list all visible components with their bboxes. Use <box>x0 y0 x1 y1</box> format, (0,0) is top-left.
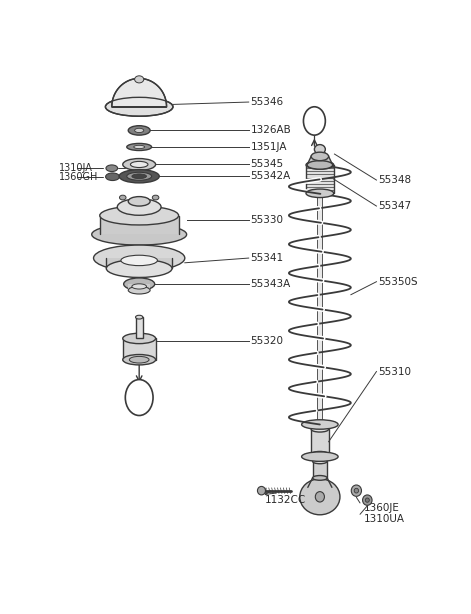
Ellipse shape <box>301 452 338 461</box>
Text: 55346: 55346 <box>251 97 284 107</box>
Polygon shape <box>311 429 329 454</box>
Ellipse shape <box>134 146 145 149</box>
Text: 1310JA: 1310JA <box>59 163 93 173</box>
Polygon shape <box>308 478 332 488</box>
Ellipse shape <box>106 173 120 181</box>
Ellipse shape <box>106 260 172 278</box>
Text: A: A <box>135 391 144 404</box>
Circle shape <box>303 107 325 135</box>
Ellipse shape <box>132 284 146 289</box>
Ellipse shape <box>132 174 146 179</box>
Polygon shape <box>306 165 334 193</box>
Text: 1351JA: 1351JA <box>251 142 287 152</box>
Polygon shape <box>317 165 323 429</box>
Ellipse shape <box>152 195 159 200</box>
Ellipse shape <box>100 206 179 225</box>
Ellipse shape <box>130 161 148 168</box>
Ellipse shape <box>127 173 152 181</box>
Polygon shape <box>123 338 155 360</box>
Ellipse shape <box>315 144 325 154</box>
Ellipse shape <box>301 420 338 429</box>
Ellipse shape <box>121 255 157 266</box>
Ellipse shape <box>106 97 173 116</box>
Text: 1360JE: 1360JE <box>364 503 399 513</box>
Text: 1326AB: 1326AB <box>251 125 291 136</box>
Ellipse shape <box>351 485 361 496</box>
Text: 55350S: 55350S <box>378 277 418 287</box>
Ellipse shape <box>119 169 159 183</box>
Text: 55345: 55345 <box>251 160 284 169</box>
Text: A: A <box>310 114 319 128</box>
Ellipse shape <box>307 161 333 169</box>
Polygon shape <box>307 157 333 165</box>
Ellipse shape <box>258 486 266 495</box>
Polygon shape <box>100 216 179 235</box>
Text: 1132CC: 1132CC <box>265 495 306 505</box>
Ellipse shape <box>313 459 327 464</box>
Text: 55343A: 55343A <box>251 279 291 289</box>
Ellipse shape <box>135 76 144 83</box>
Ellipse shape <box>94 245 185 271</box>
Polygon shape <box>313 461 327 478</box>
Text: 55320: 55320 <box>251 336 284 346</box>
Ellipse shape <box>128 126 150 135</box>
Text: 1360GH: 1360GH <box>59 172 98 182</box>
Ellipse shape <box>127 144 152 150</box>
Text: 55310: 55310 <box>378 367 411 376</box>
Ellipse shape <box>117 199 161 216</box>
Polygon shape <box>128 284 150 290</box>
Ellipse shape <box>128 286 150 294</box>
Ellipse shape <box>136 315 143 319</box>
Text: 55330: 55330 <box>251 216 284 225</box>
Ellipse shape <box>311 451 329 457</box>
Ellipse shape <box>120 195 126 200</box>
Ellipse shape <box>106 165 118 171</box>
Ellipse shape <box>354 488 358 493</box>
Text: 55347: 55347 <box>378 201 411 211</box>
Ellipse shape <box>306 161 334 169</box>
Text: 55348: 55348 <box>378 175 411 185</box>
Ellipse shape <box>363 495 372 505</box>
Text: 1310UA: 1310UA <box>364 514 405 524</box>
Ellipse shape <box>311 426 329 432</box>
Ellipse shape <box>306 189 334 198</box>
Ellipse shape <box>313 475 327 480</box>
Polygon shape <box>136 317 143 338</box>
Ellipse shape <box>123 333 155 344</box>
Circle shape <box>125 379 153 416</box>
Ellipse shape <box>300 479 340 515</box>
Ellipse shape <box>135 128 144 133</box>
Ellipse shape <box>123 354 155 365</box>
Ellipse shape <box>124 278 154 290</box>
Ellipse shape <box>311 152 329 161</box>
Polygon shape <box>106 258 172 268</box>
Ellipse shape <box>365 498 369 502</box>
Ellipse shape <box>130 356 149 363</box>
Text: 55341: 55341 <box>251 253 284 263</box>
Ellipse shape <box>123 158 155 170</box>
Polygon shape <box>112 79 167 107</box>
Ellipse shape <box>315 492 325 502</box>
Ellipse shape <box>92 223 187 245</box>
Ellipse shape <box>128 196 150 206</box>
Text: 55342A: 55342A <box>251 171 291 181</box>
